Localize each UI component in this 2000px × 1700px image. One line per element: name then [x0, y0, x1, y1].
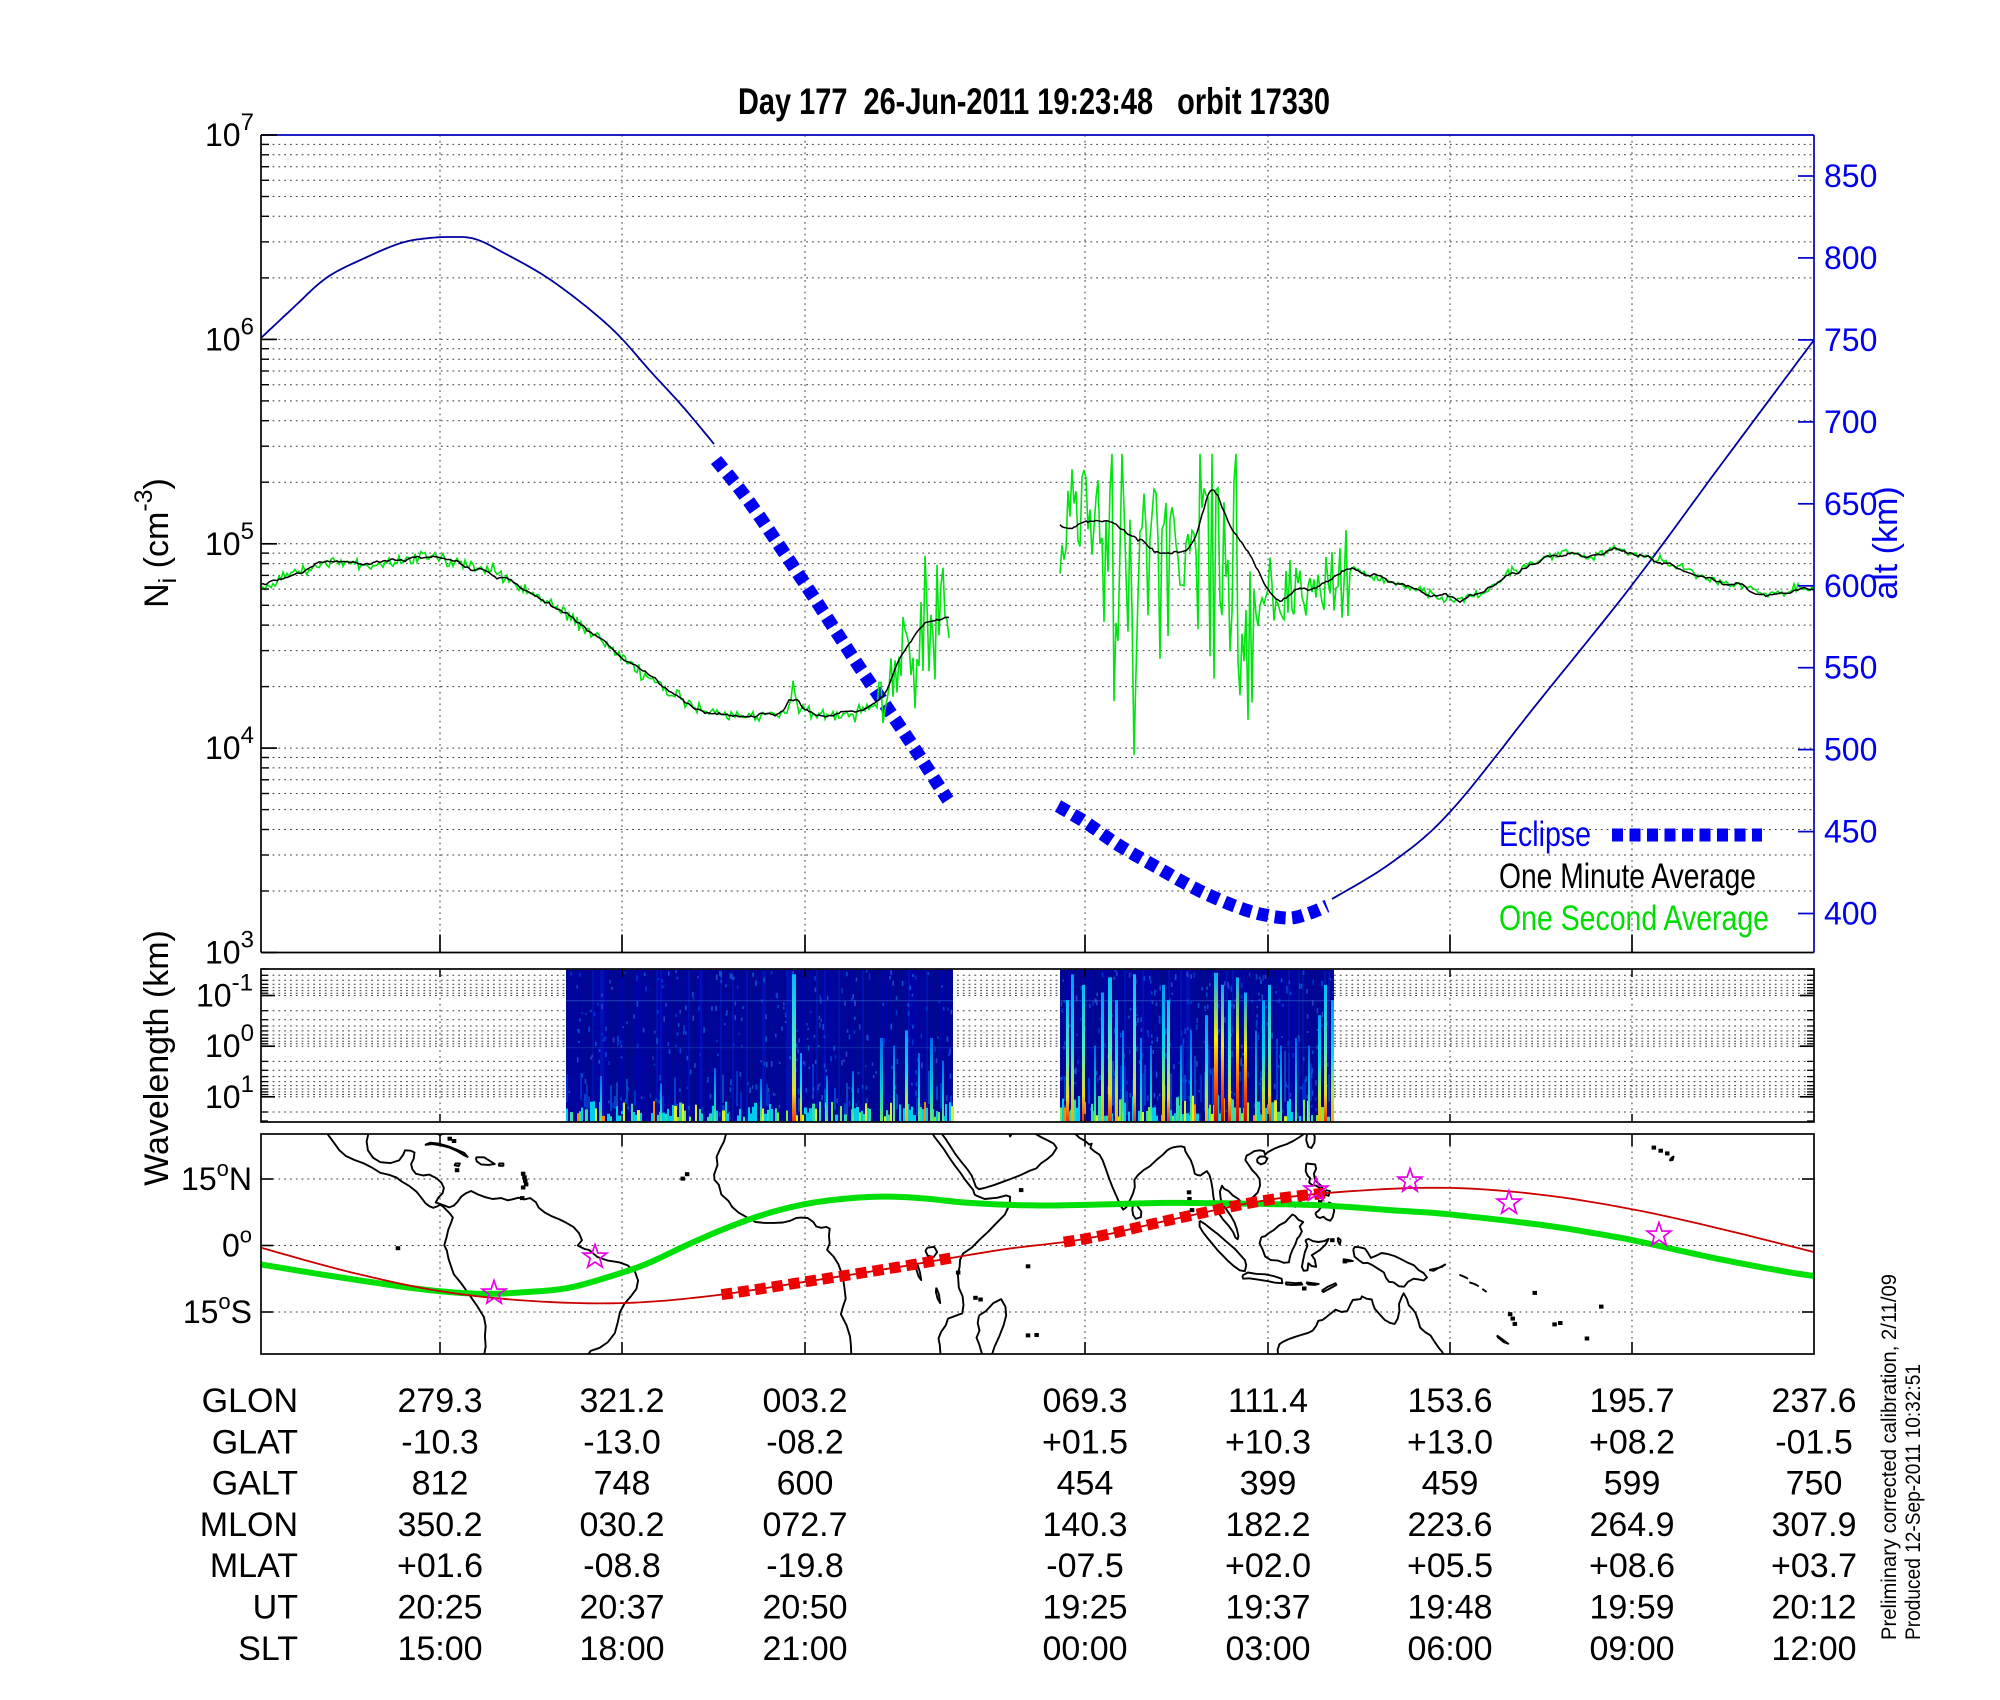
svg-text:850: 850: [1824, 158, 1877, 194]
svg-text:+10.3: +10.3: [1225, 1423, 1311, 1461]
svg-text:20:37: 20:37: [579, 1589, 664, 1627]
svg-text:750: 750: [1824, 322, 1877, 358]
svg-text:450: 450: [1824, 814, 1877, 850]
svg-text:800: 800: [1824, 240, 1877, 276]
svg-text:030.2: 030.2: [579, 1506, 664, 1544]
svg-text:700: 700: [1824, 404, 1877, 440]
svg-text:111.4: 111.4: [1228, 1382, 1308, 1420]
svg-text:alt (km): alt (km): [1867, 486, 1905, 599]
svg-text:+03.7: +03.7: [1771, 1547, 1857, 1585]
svg-text:20:25: 20:25: [397, 1589, 482, 1627]
svg-text:06:00: 06:00: [1407, 1630, 1492, 1668]
svg-text:15:00: 15:00: [397, 1630, 482, 1668]
svg-text:One Second Average: One Second Average: [1499, 899, 1769, 938]
svg-text:307.9: 307.9: [1771, 1506, 1856, 1544]
svg-text:03:00: 03:00: [1225, 1630, 1310, 1668]
svg-text:UT: UT: [253, 1589, 298, 1627]
svg-text:350.2: 350.2: [397, 1506, 482, 1544]
svg-text:MLAT: MLAT: [210, 1547, 298, 1585]
svg-text:GLAT: GLAT: [212, 1423, 298, 1461]
svg-text:10-1: 10-1: [196, 970, 253, 1014]
svg-text:454: 454: [1057, 1465, 1114, 1503]
svg-text:459: 459: [1422, 1465, 1479, 1503]
svg-text:223.6: 223.6: [1407, 1506, 1492, 1544]
svg-text:-13.0: -13.0: [583, 1423, 661, 1461]
svg-text:+02.0: +02.0: [1225, 1547, 1311, 1585]
svg-text:12:00: 12:00: [1771, 1630, 1856, 1668]
svg-text:003.2: 003.2: [762, 1382, 847, 1420]
svg-text:-01.5: -01.5: [1775, 1423, 1853, 1461]
svg-text:+08.2: +08.2: [1589, 1423, 1675, 1461]
svg-text:+01.5: +01.5: [1042, 1423, 1128, 1461]
svg-text:Eclipse: Eclipse: [1499, 815, 1591, 854]
svg-text:500: 500: [1824, 732, 1877, 768]
svg-text:SLT: SLT: [238, 1630, 298, 1668]
svg-text:18:00: 18:00: [579, 1630, 664, 1668]
svg-text:072.7: 072.7: [762, 1506, 847, 1544]
svg-text:-10.3: -10.3: [401, 1423, 479, 1461]
svg-text:182.2: 182.2: [1225, 1506, 1310, 1544]
svg-text:GLON: GLON: [202, 1382, 298, 1420]
svg-text:+08.6: +08.6: [1589, 1547, 1675, 1585]
svg-text:600: 600: [1824, 568, 1877, 604]
svg-text:+01.6: +01.6: [397, 1547, 483, 1585]
svg-text:+05.5: +05.5: [1407, 1547, 1493, 1585]
svg-text:Ni (cm-3): Ni (cm-3): [130, 478, 182, 608]
svg-text:One Minute Average: One Minute Average: [1499, 857, 1756, 896]
svg-text:+13.0: +13.0: [1407, 1423, 1493, 1461]
svg-text:600: 600: [777, 1465, 834, 1503]
svg-text:19:37: 19:37: [1225, 1589, 1310, 1627]
svg-text:-07.5: -07.5: [1046, 1547, 1124, 1585]
svg-text:399: 399: [1240, 1465, 1297, 1503]
svg-text:153.6: 153.6: [1407, 1382, 1492, 1420]
svg-text:09:00: 09:00: [1589, 1630, 1674, 1668]
svg-text:650: 650: [1824, 486, 1877, 522]
svg-text:19:59: 19:59: [1589, 1589, 1674, 1627]
svg-text:20:50: 20:50: [762, 1589, 847, 1627]
svg-text:400: 400: [1824, 896, 1877, 932]
svg-text:195.7: 195.7: [1589, 1382, 1674, 1420]
svg-text:Produced 12-Sep-2011 10:32:51: Produced 12-Sep-2011 10:32:51: [1902, 1364, 1925, 1640]
svg-text:20:12: 20:12: [1771, 1589, 1856, 1627]
svg-text:321.2: 321.2: [579, 1382, 664, 1420]
svg-text:279.3: 279.3: [397, 1382, 482, 1420]
svg-text:812: 812: [412, 1465, 469, 1503]
svg-text:Preliminary corrected calibrat: Preliminary corrected calibration, 2/11/…: [1878, 1274, 1901, 1640]
svg-text:Day 177 26-Jun-2011 19:23:48: Day 177 26-Jun-2011 19:23:48 orbit 17330: [738, 81, 1330, 122]
svg-text:21:00: 21:00: [762, 1630, 847, 1668]
svg-text:Wavelength (km): Wavelength (km): [138, 930, 176, 1186]
svg-text:-08.8: -08.8: [583, 1547, 661, 1585]
svg-text:750: 750: [1786, 1465, 1843, 1503]
svg-text:19:48: 19:48: [1407, 1589, 1492, 1627]
svg-text:069.3: 069.3: [1042, 1382, 1127, 1420]
svg-text:264.9: 264.9: [1589, 1506, 1674, 1544]
svg-text:550: 550: [1824, 650, 1877, 686]
svg-text:106: 106: [205, 313, 254, 357]
svg-text:140.3: 140.3: [1042, 1506, 1127, 1544]
svg-text:-19.8: -19.8: [766, 1547, 844, 1585]
svg-text:599: 599: [1604, 1465, 1661, 1503]
svg-text:MLON: MLON: [200, 1506, 298, 1544]
svg-text:-08.2: -08.2: [766, 1423, 844, 1461]
svg-text:237.6: 237.6: [1771, 1382, 1856, 1420]
svg-text:19:25: 19:25: [1042, 1589, 1127, 1627]
svg-text:15oN: 15oN: [181, 1156, 252, 1197]
svg-text:GALT: GALT: [212, 1465, 298, 1503]
svg-text:00:00: 00:00: [1042, 1630, 1127, 1668]
svg-text:748: 748: [594, 1465, 651, 1503]
svg-text:15oS: 15oS: [183, 1289, 252, 1330]
